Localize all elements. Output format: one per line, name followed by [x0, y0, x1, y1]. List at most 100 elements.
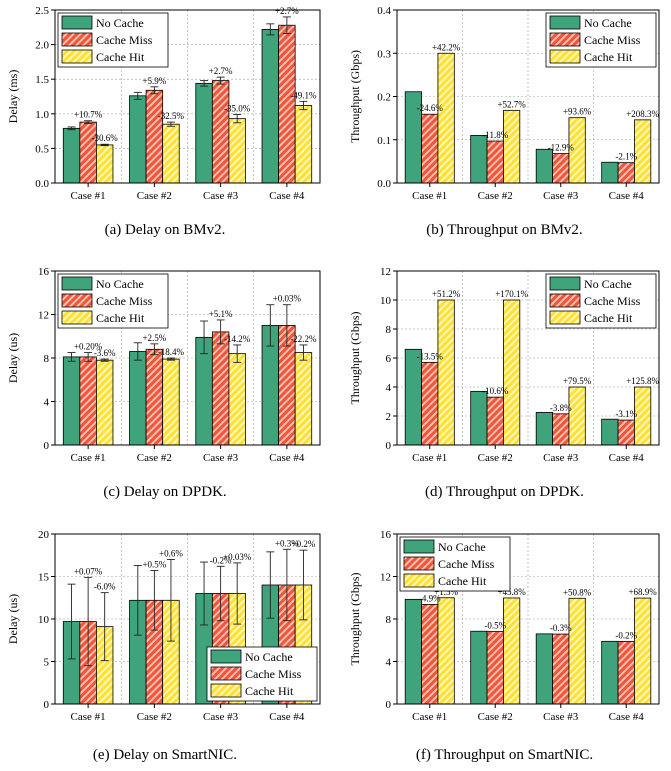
- annotation-label: +170.1%: [495, 289, 528, 299]
- annotation-label: -0.2%: [615, 630, 637, 640]
- x-tick-label: Case #3: [543, 711, 579, 723]
- panel-delay-bmv2: 0.0 0.5 1.0 1.5 2.0 2.5 +10.7% -30.6% +5.9% -32.5…: [0, 0, 330, 246]
- bar-cache-hit: [294, 352, 313, 446]
- y-tick-label: 12: [380, 572, 391, 584]
- annotation-label: -32.5%: [158, 111, 185, 121]
- panel-throughput-smartnic: 0 4 8 12 16 -4.9% +1.5% -0.5% +45.8% -0.3% +50.8% -…: [338, 525, 671, 771]
- y-tick-label: 20: [38, 529, 50, 541]
- plot-frame: [54, 9, 321, 184]
- annotation-label: -10.6%: [482, 386, 509, 396]
- y-tick-label: 8: [386, 614, 392, 626]
- y-tick-label: 5: [44, 657, 50, 669]
- panel-delay-smartnic: 0 5 10 15 20 +0.07% -6.0% +0.5% +0.6% -0.2% +0.03%…: [0, 525, 330, 771]
- bar-cache-miss: [421, 113, 439, 184]
- bar-cache-hit: [228, 353, 246, 446]
- x-tick-label: Case #2: [137, 711, 172, 723]
- annotation-label: +5.9%: [142, 76, 166, 86]
- legend-label-no-cache: No Cache: [584, 277, 632, 291]
- x-tick-label: Case #1: [71, 190, 106, 202]
- annotation-label: -0.2%: [210, 555, 232, 565]
- bar-cache-hit: [294, 105, 313, 184]
- legend-label-cache-miss: Cache Miss: [584, 294, 641, 308]
- annotation-label: +0.03%: [273, 294, 302, 304]
- legend-label-cache-hit: Cache Hit: [438, 574, 487, 588]
- chart-throughput-smartnic: 0 4 8 12 16 -4.9%+1.5% -0.5% +45.8% -0.3% +50.8% -…: [348, 529, 660, 723]
- annotation-label: -49.1%: [290, 90, 317, 100]
- y-axis-label: Throughput (Gbps): [348, 50, 362, 143]
- plot-frame: [54, 533, 321, 705]
- x-tick-label: Case #2: [478, 711, 513, 723]
- annotation-label: +52.7%: [497, 99, 526, 109]
- x-tick-label: Case #2: [478, 452, 513, 464]
- legend-label-no-cache: No Cache: [438, 540, 486, 554]
- legend-swatch-no-cache: [549, 276, 581, 291]
- y-tick-label: 1.0: [35, 109, 49, 121]
- legend-swatch-cache-miss: [210, 666, 242, 681]
- legend-swatch-no-cache: [210, 649, 242, 664]
- chart-delay-smartnic: 0 5 10 15 20 +0.07% -6.0% +0.5%+0.6% -0.2%+0.03%…: [6, 529, 321, 723]
- chart-delay-bmv2: 0.0 0.5 1.0 1.5 2.0 2.5 +10.7% -30.6% +5.9% -32.5…: [6, 5, 321, 202]
- annotation-label: -11.8%: [482, 130, 508, 140]
- legend-label-cache-hit: Cache Hit: [584, 311, 633, 325]
- annotation-label: +42.2%: [432, 42, 461, 52]
- annotation-label: -0.5%: [484, 621, 506, 631]
- y-tick-label: 0.2: [377, 92, 391, 104]
- bar-cache-miss: [486, 631, 504, 705]
- y-tick-label: 0.3: [377, 48, 391, 60]
- annotation-label: -18.4%: [158, 347, 185, 357]
- x-tick-label: Case #1: [412, 711, 447, 723]
- legend-swatch-cache-hit: [61, 49, 93, 64]
- legend-label-no-cache: No Cache: [96, 277, 144, 291]
- bar-cache-hit: [503, 597, 521, 705]
- bar-cache-miss: [421, 361, 439, 446]
- annotation-label: +0.07%: [74, 566, 103, 576]
- x-tick-label: Case #4: [269, 190, 305, 202]
- bar-no-cache: [535, 633, 553, 705]
- legend-swatch-cache-hit: [549, 310, 581, 325]
- bar-cache-miss: [79, 121, 97, 184]
- bar-cache-miss: [145, 348, 164, 446]
- y-tick-label: 4: [386, 657, 392, 669]
- bar-no-cache: [404, 348, 422, 446]
- plot-frame: [396, 9, 660, 184]
- legend: No Cache Cache Miss Cache Hit: [57, 12, 169, 68]
- bar-no-cache: [129, 95, 147, 184]
- y-tick-label: 15: [38, 572, 50, 584]
- annotation-label: +10.7%: [74, 110, 103, 120]
- bar-cache-hit: [503, 109, 521, 184]
- bar-no-cache: [62, 356, 81, 446]
- legend-label-cache-miss: Cache Miss: [96, 294, 153, 308]
- bar-cache-miss: [617, 641, 635, 705]
- y-tick-label: 16: [38, 266, 50, 278]
- y-tick-label: 8: [44, 353, 50, 365]
- bar-cache-miss: [421, 604, 439, 705]
- bar-cache-miss: [617, 162, 635, 184]
- y-tick-label: 8: [386, 324, 392, 336]
- y-tick-label: 2.5: [35, 5, 49, 17]
- bar-cache-miss: [486, 396, 504, 446]
- annotation-label: +5.1%: [209, 309, 233, 319]
- x-tick-label: Case #3: [543, 452, 579, 464]
- annotation-label: +51.2%: [432, 289, 461, 299]
- annotation-label: +45.8%: [497, 587, 526, 597]
- legend-label-cache-hit: Cache Hit: [245, 684, 294, 698]
- bar-cache-miss: [79, 356, 97, 446]
- bar-no-cache: [129, 351, 147, 446]
- y-tick-label: 6: [386, 353, 392, 365]
- annotation-label: -30.6%: [92, 133, 119, 143]
- panel-throughput-dpdk: 0 2 4 6 8 10 12 -13.5% +51.2% -10.6% +170.1% -3.8% +…: [338, 262, 671, 508]
- legend-swatch-cache-miss: [61, 293, 93, 308]
- bar-cache-hit: [437, 597, 455, 705]
- x-tick-label: Case #2: [137, 452, 172, 464]
- annotation-label: -3.6%: [94, 348, 116, 358]
- x-tick-label: Case #1: [71, 452, 106, 464]
- bar-cache-hit: [162, 358, 180, 446]
- annotation-label: +68.9%: [628, 587, 657, 597]
- legend: No Cache Cache Miss Cache Hit: [545, 273, 657, 329]
- annotation-label: -14.2%: [224, 334, 251, 344]
- legend-label-cache-miss: Cache Miss: [438, 557, 495, 571]
- bar-cache-miss: [486, 140, 504, 184]
- bar-cache-hit: [568, 386, 586, 446]
- legend-label-cache-hit: Cache Hit: [96, 311, 145, 325]
- annotation-label: -12.9%: [548, 143, 575, 153]
